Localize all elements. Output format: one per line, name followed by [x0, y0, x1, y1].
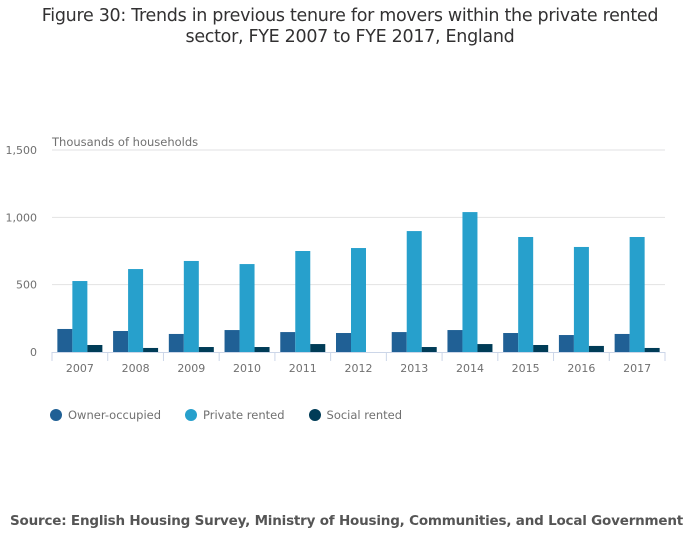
bar-social-rented-2008 [143, 347, 159, 352]
x-tick-label: 2013 [400, 362, 428, 375]
y-tick-label: 1,500 [6, 144, 38, 157]
legend-swatch-icon [50, 409, 62, 421]
bar-private-rented-2009 [183, 260, 199, 352]
chart-title: Figure 30: Trends in previous tenure for… [0, 6, 700, 48]
bar-private-rented-2013 [406, 231, 422, 352]
bar-private-rented-2010 [239, 264, 255, 352]
legend-label: Owner-occupied [68, 408, 162, 422]
chart-title-line-1: Figure 30: Trends in previous tenure for… [41, 6, 659, 26]
bar-owner-occupied-2014 [447, 330, 463, 352]
bar-private-rented-2015 [518, 236, 534, 352]
bar-owner-occupied-2012 [336, 333, 351, 352]
bar-owner-occupied-2007 [57, 328, 73, 352]
y-axis-label: Thousands of households [51, 135, 198, 149]
bar-social-rented-2009 [198, 347, 214, 352]
legend-label: Social rented [326, 408, 402, 422]
bar-social-rented-2013 [421, 347, 437, 352]
legend-swatch-icon [185, 409, 198, 421]
bar-social-rented-2014 [477, 344, 493, 352]
bar-owner-occupied-2011 [280, 332, 296, 352]
bar-social-rented-2016 [588, 345, 604, 352]
legend: Owner-occupied Private rented Social rente… [50, 408, 402, 422]
x-tick-label: 2009 [177, 362, 205, 375]
legend-item-owner-occupied[interactable]: Owner-occupied [50, 408, 161, 422]
y-tick-label: 1,000 [6, 211, 38, 224]
x-tick-label: 2014 [456, 362, 484, 375]
bar-owner-occupied-2009 [168, 333, 184, 352]
chart-title-line-2: sector, FYE 2007 to FYE 2017, England [185, 27, 515, 47]
bar-private-rented-2007 [72, 281, 88, 352]
bar-owner-occupied-2016 [558, 335, 574, 352]
bar-owner-occupied-2008 [113, 330, 129, 352]
x-tick-label: 2011 [289, 362, 317, 375]
y-axis-ticks: 0 500 1,000 1,500 [6, 144, 38, 359]
bar-private-rented-2012 [351, 248, 366, 352]
bar-owner-occupied-2013 [391, 332, 407, 352]
x-tick-label: 2007 [66, 362, 94, 375]
x-tick-label: 2008 [122, 362, 150, 375]
bar-private-rented-2008 [128, 269, 144, 352]
y-tick-label: 0 [30, 346, 37, 359]
x-tick-label: 2010 [233, 362, 261, 375]
x-tick-label: 2012 [345, 362, 373, 375]
bar-private-rented-2014 [462, 212, 478, 352]
source-note: Source: English Housing Survey, Ministry… [10, 513, 684, 529]
bar-owner-occupied-2017 [614, 333, 630, 352]
bar-social-rented-2007 [87, 344, 103, 352]
x-tick-label: 2016 [567, 362, 595, 375]
x-tick-label: 2017 [623, 362, 651, 375]
bar-owner-occupied-2010 [224, 330, 240, 352]
y-tick-label: 500 [16, 279, 37, 292]
bars [57, 212, 660, 352]
bar-social-rented-2015 [533, 344, 549, 352]
legend-label: Private rented [203, 408, 285, 422]
bar-social-rented-2011 [310, 344, 326, 352]
bar-chart: 0 500 1,000 1,500 Thousands of households 2… [6, 135, 666, 375]
x-tick-label: 2015 [512, 362, 540, 375]
bar-private-rented-2011 [295, 251, 311, 352]
bar-social-rented-2010 [254, 347, 270, 352]
bar-private-rented-2016 [573, 246, 589, 352]
legend-item-private-rented[interactable]: Private rented [185, 408, 285, 422]
bar-private-rented-2017 [629, 236, 645, 352]
legend-item-social-rented[interactable]: Social rented [308, 408, 402, 422]
bar-owner-occupied-2015 [503, 333, 519, 352]
bar-social-rented-2017 [644, 347, 660, 352]
x-axis: 2007 2008 2009 2010 2011 2012 2013 2014 2015 2016… [51, 352, 666, 375]
legend-swatch-icon [308, 409, 321, 421]
